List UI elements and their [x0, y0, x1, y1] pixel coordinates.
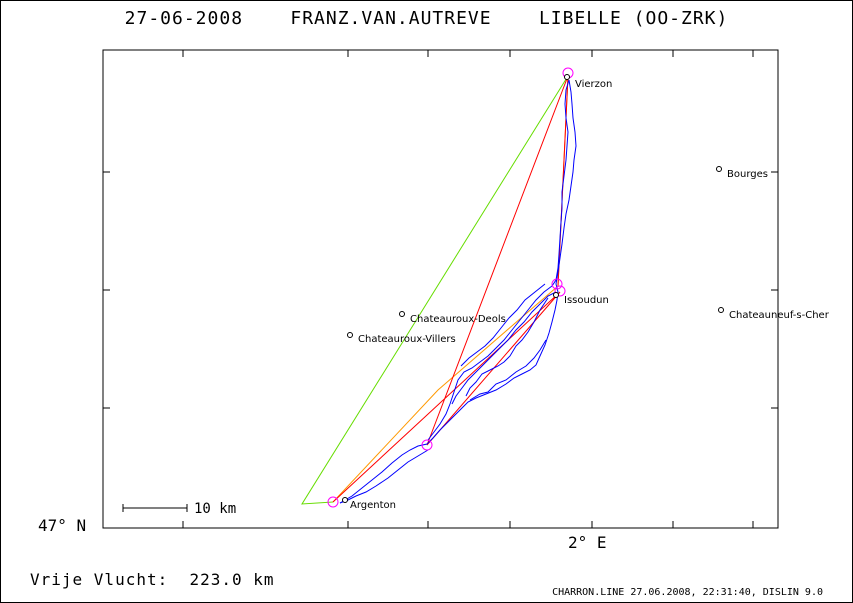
scale-bar: [122, 504, 188, 512]
distance-readout: Vrije Vlucht: 223.0 km: [30, 570, 275, 589]
lat-axis-label: 47° N: [38, 516, 87, 535]
scale-label: 10 km: [194, 501, 236, 517]
orange-route: [332, 75, 569, 503]
axis-ticks: [103, 50, 778, 528]
turnpoint-issoudun-2: [554, 285, 566, 297]
turnpoint-argenton: [327, 496, 339, 508]
red-route: [332, 75, 569, 503]
place-markers: [342, 74, 724, 503]
map-title: 27-06-2008 FRANZ.VAN.AUTREVE LIBELLE (OO…: [124, 8, 729, 29]
place-label-chateauroux-deols: Chateauroux-Deols: [410, 314, 506, 325]
plot-border: [102, 49, 779, 529]
turnpoint-issoudun-1: [551, 278, 563, 290]
place-label-chateauroux-villers: Chateauroux-Villers: [358, 334, 456, 345]
place-label-issoudun: Issoudun: [564, 295, 609, 306]
credit-line: CHARRON.LINE 27.06.2008, 22:31:40, DISLI…: [552, 587, 823, 598]
turnpoints: [327, 67, 574, 508]
place-label-argenton: Argenton: [350, 500, 396, 511]
place-label-chateauneuf: Chateauneuf-s-Cher: [729, 310, 830, 321]
lon-axis-label: 2° E: [568, 533, 607, 552]
turnpoint-mid: [421, 439, 433, 451]
green-route: [301, 75, 569, 505]
place-label-bourges: Bourges: [727, 169, 768, 180]
place-label-vierzon: Vierzon: [575, 79, 612, 90]
flight-track: [339, 79, 577, 504]
